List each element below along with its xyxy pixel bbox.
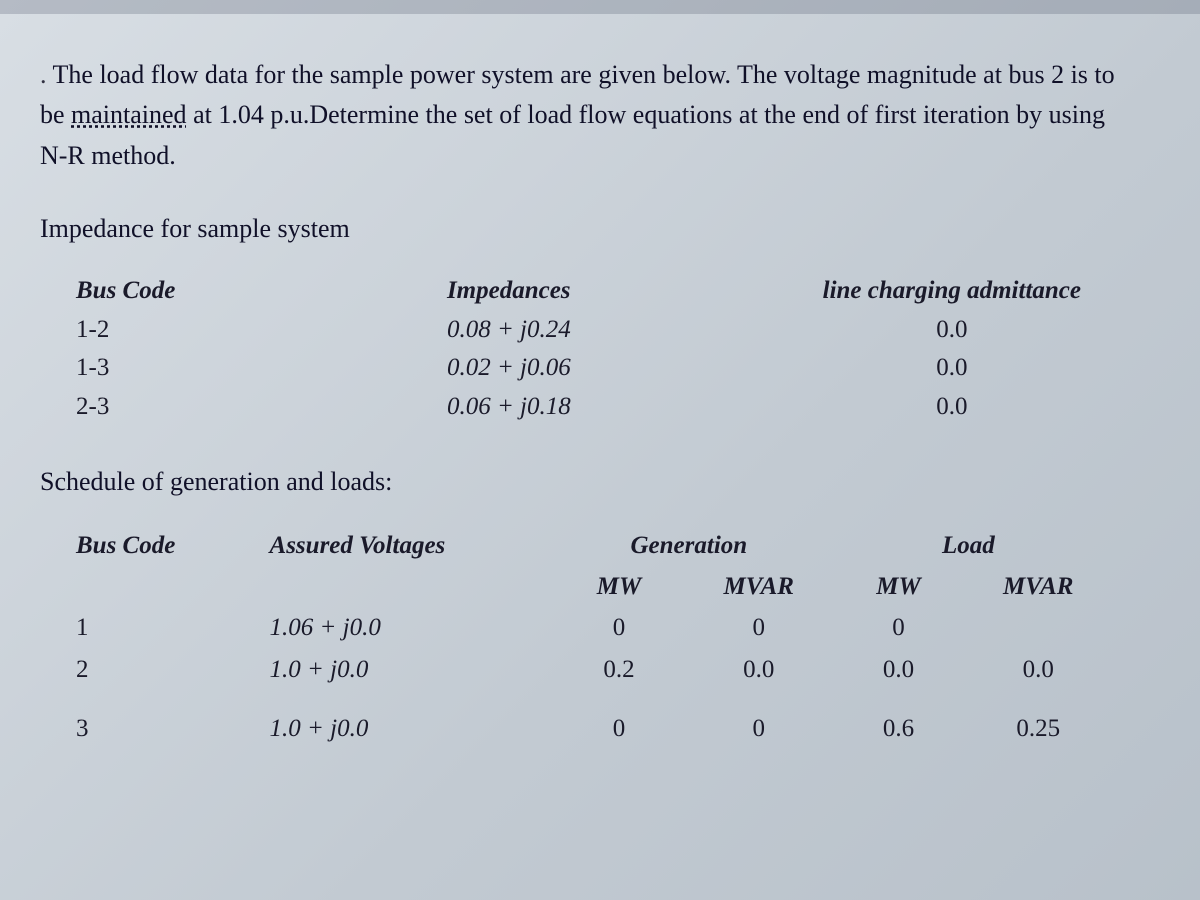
- col-header-bus: Bus Code: [76, 525, 270, 566]
- problem-line-3: N-R method.: [40, 141, 176, 170]
- problem-statement: The load flow data for the sample power …: [40, 55, 1160, 176]
- spacer: [76, 690, 1151, 708]
- col-header-bus: Bus Code: [76, 272, 447, 311]
- cell-voltage: 1.0 + j0.0: [270, 649, 550, 690]
- subheader-load-mvar: MVAR: [968, 566, 1108, 607]
- table-row: 1 1.06 + j0.0 0 0 0: [76, 607, 1151, 648]
- problem-line-2a: be: [40, 100, 71, 129]
- col-header-line-charging: line charging admittance: [797, 272, 1106, 311]
- cell-gen-mw: 0: [549, 607, 689, 648]
- cell-impedance: 0.06 + j0.18: [447, 388, 797, 427]
- cell-load-mvar: 0.0: [968, 649, 1108, 690]
- cell-bus: 3: [76, 708, 270, 749]
- cell-gen-mvar: 0: [689, 708, 829, 749]
- cell-bus: 1-2: [76, 311, 447, 350]
- table-row: 2 1.0 + j0.0 0.2 0.0 0.0 0.0: [76, 649, 1151, 690]
- subheader-gen-mvar: MVAR: [689, 566, 829, 607]
- col-header-load: Load: [829, 525, 1109, 566]
- schedule-header-row-1: Bus Code Assured Voltages Generation Loa…: [76, 525, 1151, 566]
- cell-load-mw: 0.6: [829, 708, 969, 749]
- cell-load-mw: 0: [829, 607, 969, 648]
- cell-lca: 0.0: [797, 349, 1106, 388]
- col-header-voltages: Assured Voltages: [270, 525, 550, 566]
- cell-gen-mvar: 0: [689, 607, 829, 648]
- problem-line-1: The load flow data for the sample power …: [40, 60, 1115, 89]
- cell-lca: 0.0: [797, 388, 1106, 427]
- cell-impedance: 0.08 + j0.24: [447, 311, 797, 350]
- impedance-header-row: Bus Code Impedances line charging admitt…: [76, 272, 1106, 311]
- schedule-heading: Schedule of generation and loads:: [40, 467, 1160, 497]
- cell-load-mw: 0.0: [829, 649, 969, 690]
- cell-bus: 2-3: [76, 388, 447, 427]
- col-header-generation: Generation: [549, 525, 829, 566]
- cell-gen-mw: 0.2: [549, 649, 689, 690]
- cell-gen-mvar: 0.0: [689, 649, 829, 690]
- schedule-table: Bus Code Assured Voltages Generation Loa…: [76, 525, 1151, 749]
- cell-gen-mw: 0: [549, 708, 689, 749]
- table-row: 3 1.0 + j0.0 0 0 0.6 0.25: [76, 708, 1151, 749]
- cell-bus: 2: [76, 649, 270, 690]
- table-row: 2-3 0.06 + j0.18 0.0: [76, 388, 1106, 427]
- impedance-table: Bus Code Impedances line charging admitt…: [76, 272, 1106, 427]
- problem-line-2b-underlined: maintained: [71, 100, 187, 129]
- table-row: 1-2 0.08 + j0.24 0.0: [76, 311, 1106, 350]
- col-header-impedances: Impedances: [447, 272, 797, 311]
- cell-voltage: 1.0 + j0.0: [270, 708, 550, 749]
- cell-load-mvar: [968, 607, 1108, 648]
- schedule-header-row-2: MW MVAR MW MVAR: [76, 566, 1151, 607]
- cell-bus: 1-3: [76, 349, 447, 388]
- cell-voltage: 1.06 + j0.0: [270, 607, 550, 648]
- impedance-heading: Impedance for sample system: [40, 214, 1160, 244]
- subheader-load-mw: MW: [829, 566, 969, 607]
- cell-lca: 0.0: [797, 311, 1106, 350]
- cell-load-mvar: 0.25: [968, 708, 1108, 749]
- cell-impedance: 0.02 + j0.06: [447, 349, 797, 388]
- cell-bus: 1: [76, 607, 270, 648]
- problem-line-2c: at 1.04 p.u.Determine the set of load fl…: [187, 100, 1105, 129]
- table-row: 1-3 0.02 + j0.06 0.0: [76, 349, 1106, 388]
- subheader-gen-mw: MW: [549, 566, 689, 607]
